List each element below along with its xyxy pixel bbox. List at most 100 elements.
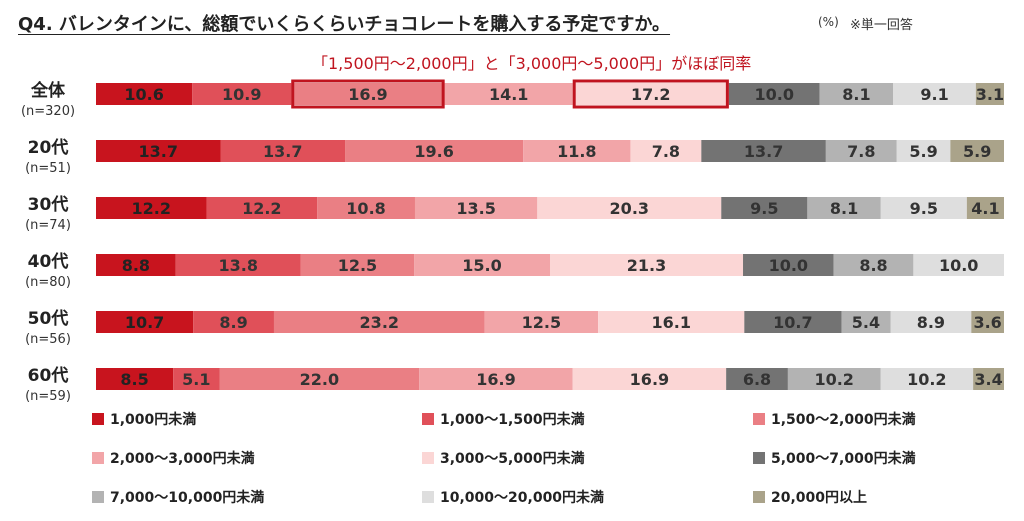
chart-title: Q4. バレンタインに、総額でいくらくらいチョコレートを購入する予定ですか。 xyxy=(18,14,671,35)
category-n-label: (n=59) xyxy=(25,389,71,404)
data-label: 19.6 xyxy=(414,142,453,161)
bar-segment xyxy=(966,197,1004,219)
data-label: 13.7 xyxy=(744,142,783,161)
data-label: 10.2 xyxy=(907,370,946,389)
category-label: 30代 xyxy=(28,194,69,215)
bar-segment xyxy=(973,368,1004,390)
data-label: 13.5 xyxy=(456,199,495,218)
data-label: 5.9 xyxy=(909,142,937,161)
legend-label: 2,000～3,000円未満 xyxy=(110,451,255,467)
data-label: 9.5 xyxy=(750,199,778,218)
legend-item: 5,000～7,000円未満 xyxy=(753,448,916,468)
bar-segment xyxy=(721,197,808,219)
category-n-label: (n=56) xyxy=(25,332,71,347)
data-label: 7.8 xyxy=(652,142,680,161)
bar-segment xyxy=(96,83,193,105)
data-label: 8.1 xyxy=(830,199,858,218)
bar-segment xyxy=(880,368,974,390)
bar-segment xyxy=(537,197,722,219)
bar-segment xyxy=(345,140,524,162)
category-label: 60代 xyxy=(28,365,69,386)
bar-segment xyxy=(572,368,727,390)
data-label: 8.5 xyxy=(120,370,148,389)
bar-segment xyxy=(192,83,292,105)
bar-segment xyxy=(630,140,702,162)
bar-segment xyxy=(880,197,967,219)
bar-segment xyxy=(96,140,221,162)
legend-label: 10,000～20,000円未満 xyxy=(440,490,605,506)
legend-item: 20,000円以上 xyxy=(753,487,867,507)
data-label: 16.9 xyxy=(476,370,515,389)
legend-label: 1,000円未満 xyxy=(110,412,197,428)
callout-annotation: 「1,500円～2,000円」と「3,000円～5,000円」がほぼ同率 xyxy=(312,54,752,73)
data-label: 13.7 xyxy=(139,142,178,161)
bar-segment xyxy=(206,197,318,219)
legend-label: 1,500～2,000円未満 xyxy=(771,412,916,428)
bar-segment xyxy=(598,311,745,333)
data-label: 10.6 xyxy=(124,85,163,104)
legend-swatch xyxy=(422,491,434,503)
bar-segment xyxy=(419,368,573,390)
bar-segment xyxy=(825,140,897,162)
bar-segment xyxy=(550,254,744,276)
data-label: 10.0 xyxy=(769,256,808,275)
highlight-box xyxy=(572,79,729,109)
bar-segment xyxy=(833,254,914,276)
bar-segment xyxy=(896,140,951,162)
legend-swatch xyxy=(422,413,434,425)
bar-segment xyxy=(807,197,881,219)
bar-segment xyxy=(96,311,194,333)
data-label: 3.4 xyxy=(974,370,1002,389)
data-label: 6.8 xyxy=(743,370,771,389)
legend-swatch xyxy=(753,452,765,464)
bar-segment xyxy=(291,83,445,105)
legend-item: 1,000円未満 xyxy=(92,409,196,429)
data-label: 5.9 xyxy=(963,142,991,161)
bar-segment xyxy=(300,254,415,276)
data-label: 16.9 xyxy=(348,85,387,104)
bar-segment xyxy=(193,311,274,333)
category-n-label: (n=320) xyxy=(21,104,75,119)
data-label: 13.8 xyxy=(219,256,258,275)
data-label: 12.5 xyxy=(522,313,561,332)
legend-label: 3,000～5,000円未満 xyxy=(440,451,585,467)
legend-swatch xyxy=(753,491,765,503)
data-label: 8.8 xyxy=(859,256,887,275)
data-label: 10.0 xyxy=(755,85,794,104)
data-label: 10.7 xyxy=(773,313,812,332)
data-label: 12.2 xyxy=(242,199,281,218)
legend-swatch xyxy=(92,413,104,425)
legend-label: 20,000円以上 xyxy=(771,490,868,506)
data-label: 8.8 xyxy=(122,256,150,275)
legend-item: 2,000～3,000円未満 xyxy=(92,448,255,468)
data-label: 10.2 xyxy=(814,370,853,389)
data-label: 12.2 xyxy=(132,199,171,218)
bar-segment xyxy=(96,368,174,390)
data-label: 22.0 xyxy=(300,370,339,389)
answer-note: ※単一回答 xyxy=(850,18,913,33)
data-label: 8.9 xyxy=(219,313,247,332)
bar-segment xyxy=(414,197,538,219)
data-label: 4.1 xyxy=(971,199,999,218)
bar-segment xyxy=(726,368,788,390)
legend-label: 7,000～10,000円未満 xyxy=(110,490,265,506)
bar-segment xyxy=(950,140,1004,162)
bar-segment xyxy=(523,140,631,162)
data-label: 5.4 xyxy=(852,313,880,332)
bar-segment xyxy=(96,254,176,276)
legend-swatch xyxy=(92,452,104,464)
bar-segment xyxy=(890,311,972,333)
category-n-label: (n=51) xyxy=(25,161,71,176)
bar-segment xyxy=(819,83,894,105)
category-n-label: (n=80) xyxy=(25,275,71,290)
data-label: 8.1 xyxy=(842,85,870,104)
data-label: 8.9 xyxy=(917,313,945,332)
bar-segment xyxy=(414,254,550,276)
data-label: 9.1 xyxy=(920,85,948,104)
legend-item: 10,000～20,000円未満 xyxy=(422,487,604,507)
data-label: 15.0 xyxy=(462,256,501,275)
data-label: 17.2 xyxy=(631,85,670,104)
bar-segment xyxy=(841,311,891,333)
bar-segment xyxy=(744,311,842,333)
